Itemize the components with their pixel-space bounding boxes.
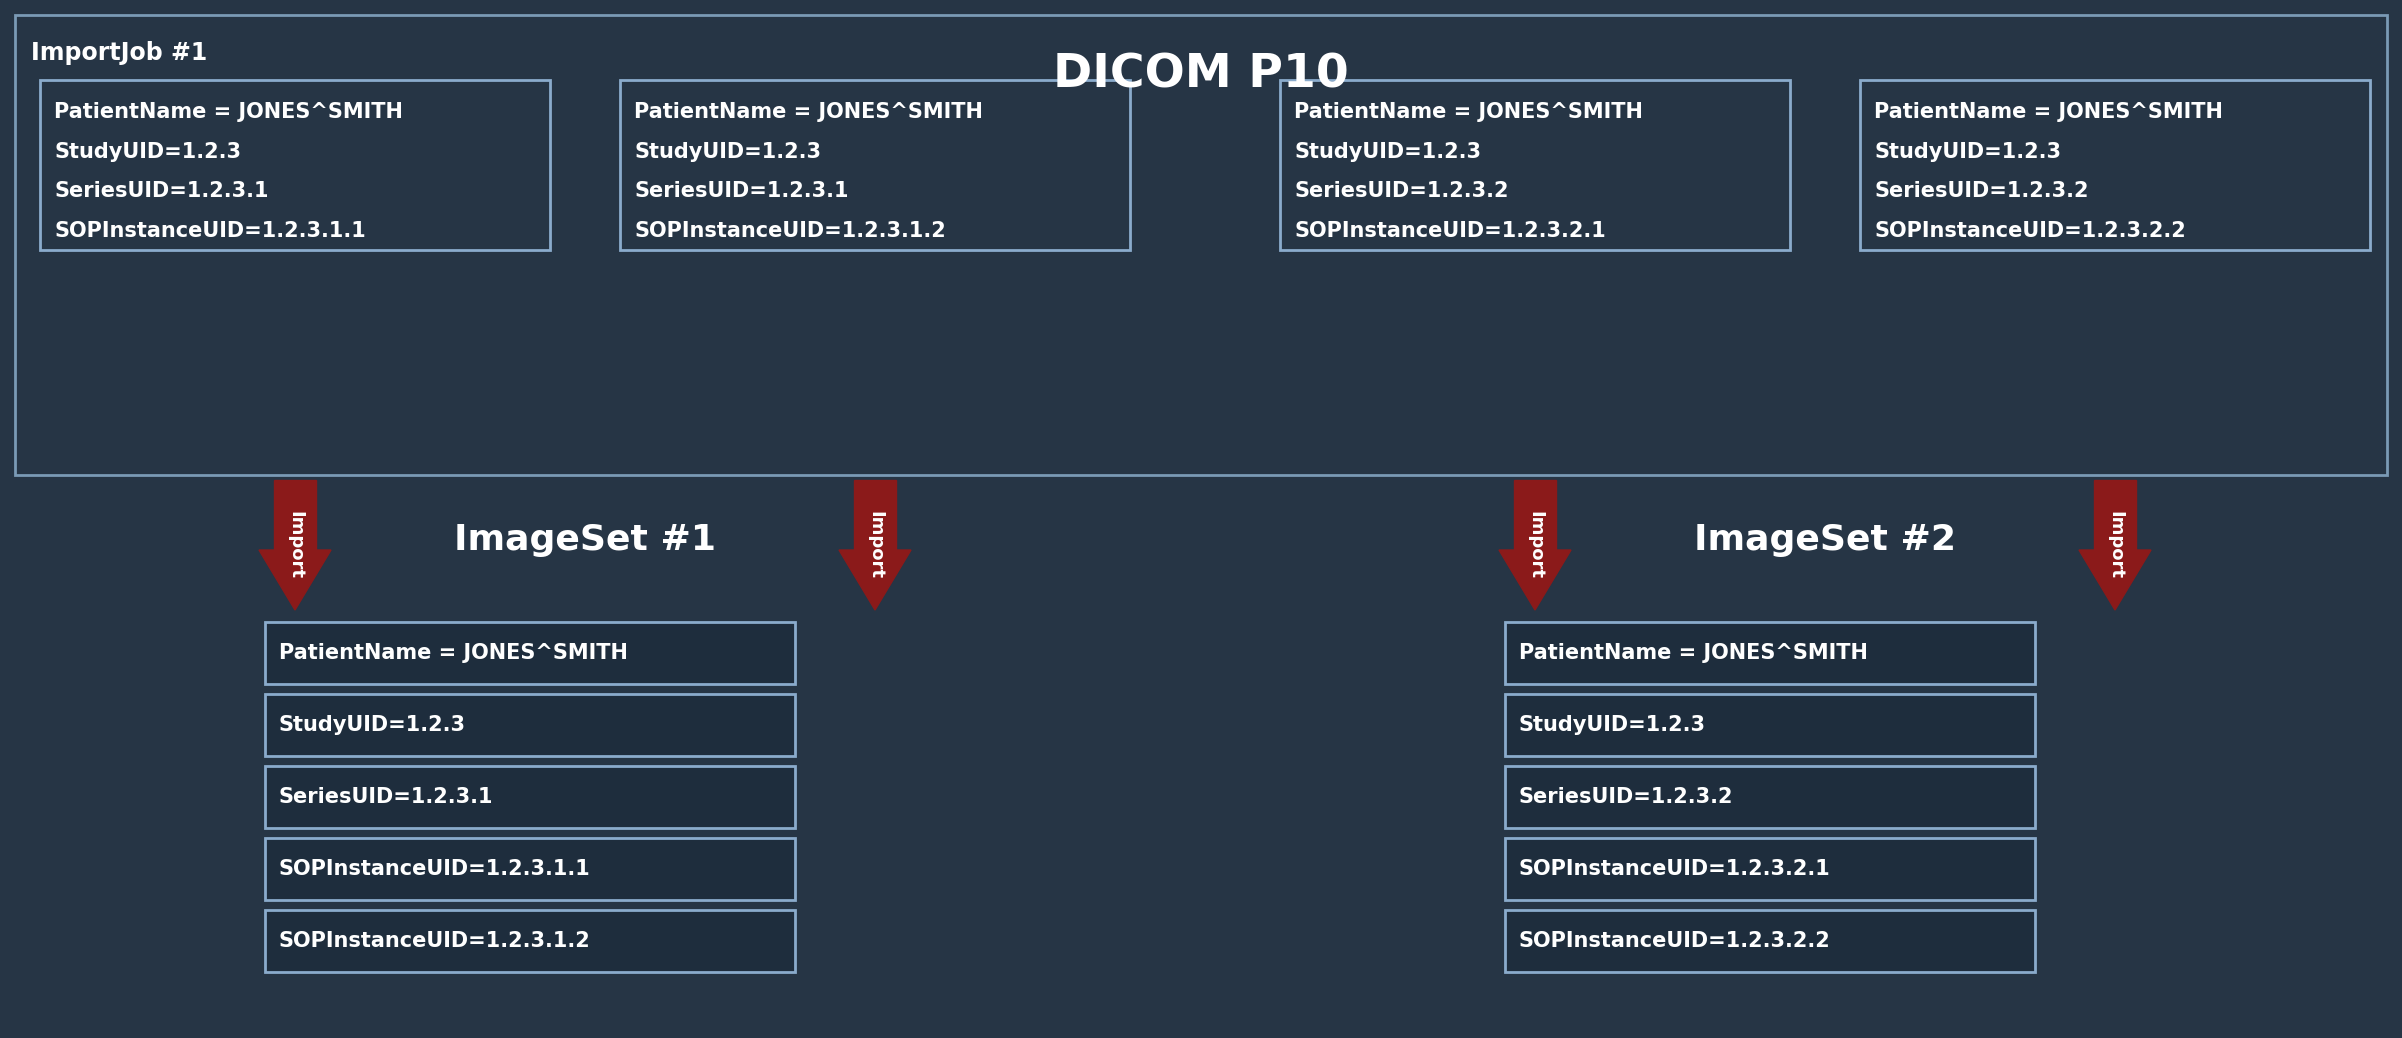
Text: SOPInstanceUID=1.2.3.2.1: SOPInstanceUID=1.2.3.2.1 (1518, 859, 1830, 879)
Text: SOPInstanceUID=1.2.3.2.2: SOPInstanceUID=1.2.3.2.2 (1874, 221, 2186, 241)
Text: SOPInstanceUID=1.2.3.1.2: SOPInstanceUID=1.2.3.1.2 (634, 221, 946, 241)
Text: StudyUID=1.2.3: StudyUID=1.2.3 (1518, 715, 1705, 735)
Text: StudyUID=1.2.3: StudyUID=1.2.3 (53, 141, 240, 162)
Text: PatientName = JONES^SMITH: PatientName = JONES^SMITH (634, 102, 982, 122)
Text: PatientName = JONES^SMITH: PatientName = JONES^SMITH (53, 102, 404, 122)
Bar (1506, 766, 2034, 828)
Bar (1280, 80, 1789, 250)
Bar (2095, 480, 2135, 550)
Text: SeriesUID=1.2.3.2: SeriesUID=1.2.3.2 (1518, 787, 1734, 807)
Bar (1859, 80, 2371, 250)
Text: PatientName = JONES^SMITH: PatientName = JONES^SMITH (1295, 102, 1643, 122)
Polygon shape (259, 550, 331, 610)
Text: StudyUID=1.2.3: StudyUID=1.2.3 (634, 141, 821, 162)
Polygon shape (2080, 550, 2152, 610)
Bar (1506, 622, 2034, 684)
Bar (14, 15, 2388, 475)
Bar (264, 766, 795, 828)
Text: PatientName = JONES^SMITH: PatientName = JONES^SMITH (279, 643, 627, 663)
Text: SOPInstanceUID=1.2.3.1.1: SOPInstanceUID=1.2.3.1.1 (53, 221, 365, 241)
Text: ImageSet #1: ImageSet #1 (454, 523, 716, 557)
Text: StudyUID=1.2.3: StudyUID=1.2.3 (279, 715, 466, 735)
Bar (1506, 694, 2034, 756)
Bar (264, 622, 795, 684)
Bar (1513, 480, 1556, 550)
Text: PatientName = JONES^SMITH: PatientName = JONES^SMITH (1874, 102, 2222, 122)
Bar (274, 480, 317, 550)
Text: Import: Import (867, 511, 884, 579)
Text: ImageSet #2: ImageSet #2 (1693, 523, 1955, 557)
Text: SeriesUID=1.2.3.1: SeriesUID=1.2.3.1 (279, 787, 492, 807)
Text: SOPInstanceUID=1.2.3.1.2: SOPInstanceUID=1.2.3.1.2 (279, 931, 591, 951)
Text: PatientName = JONES^SMITH: PatientName = JONES^SMITH (1518, 643, 1869, 663)
Text: SeriesUID=1.2.3.2: SeriesUID=1.2.3.2 (1874, 181, 2087, 201)
Text: SeriesUID=1.2.3.2: SeriesUID=1.2.3.2 (1295, 181, 1508, 201)
Bar (264, 910, 795, 972)
Text: DICOM P10: DICOM P10 (1052, 53, 1350, 98)
Text: SOPInstanceUID=1.2.3.1.1: SOPInstanceUID=1.2.3.1.1 (279, 859, 591, 879)
Text: SeriesUID=1.2.3.1: SeriesUID=1.2.3.1 (634, 181, 848, 201)
Bar (1506, 910, 2034, 972)
Text: SOPInstanceUID=1.2.3.2.1: SOPInstanceUID=1.2.3.2.1 (1295, 221, 1607, 241)
Text: SeriesUID=1.2.3.1: SeriesUID=1.2.3.1 (53, 181, 269, 201)
Text: SOPInstanceUID=1.2.3.2.2: SOPInstanceUID=1.2.3.2.2 (1518, 931, 1830, 951)
Bar (41, 80, 550, 250)
Bar (620, 80, 1129, 250)
Bar (855, 480, 896, 550)
Polygon shape (1499, 550, 1571, 610)
Text: Import: Import (1525, 511, 1544, 579)
Text: StudyUID=1.2.3: StudyUID=1.2.3 (1295, 141, 1482, 162)
Text: Import: Import (286, 511, 305, 579)
Polygon shape (838, 550, 910, 610)
Bar (1506, 838, 2034, 900)
Text: StudyUID=1.2.3: StudyUID=1.2.3 (1874, 141, 2061, 162)
Text: ImportJob #1: ImportJob #1 (31, 40, 207, 65)
Bar (264, 694, 795, 756)
Text: Import: Import (2107, 511, 2123, 579)
Bar (264, 838, 795, 900)
